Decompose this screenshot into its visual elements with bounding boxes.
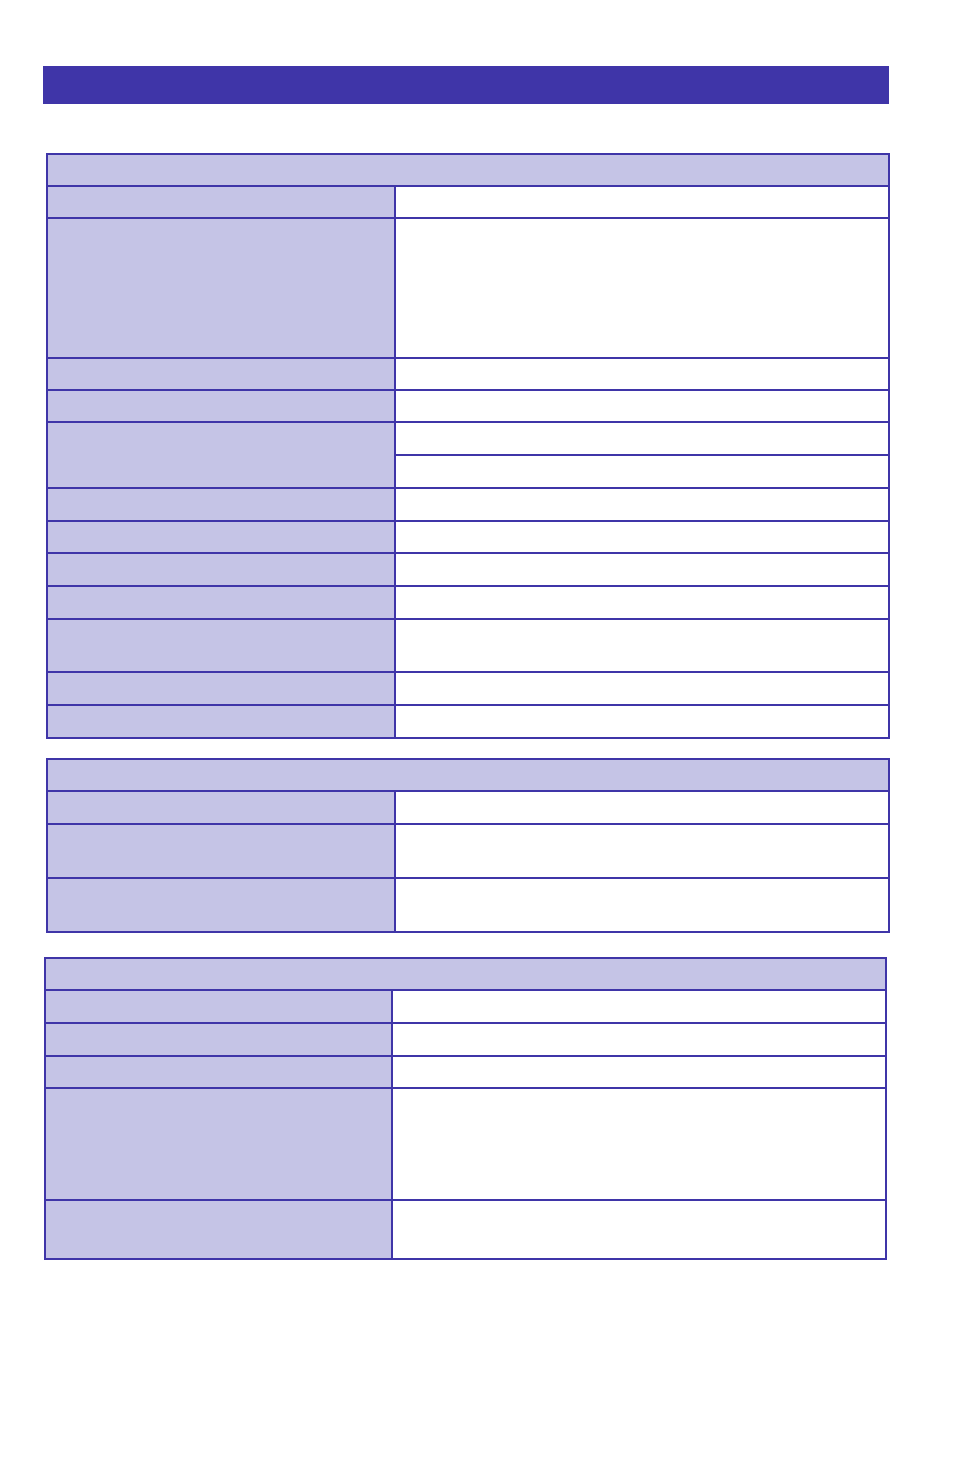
row-label <box>44 1055 393 1089</box>
row-label <box>46 877 396 933</box>
row-value <box>394 185 890 219</box>
row-label <box>46 357 396 391</box>
row-label <box>46 520 396 554</box>
row-value <box>394 704 890 739</box>
table-header <box>46 758 890 792</box>
row-label <box>46 671 396 706</box>
row-value <box>394 487 890 522</box>
row-label <box>44 1022 393 1057</box>
row-value <box>391 1199 887 1260</box>
title-banner <box>43 66 889 104</box>
row-value <box>394 671 890 706</box>
row-label <box>46 421 396 489</box>
row-label <box>46 552 396 587</box>
row-value <box>394 389 890 423</box>
row-label <box>46 790 396 825</box>
row-label <box>46 389 396 423</box>
row-label <box>44 1199 393 1260</box>
row-value <box>394 357 890 391</box>
row-label <box>46 217 396 359</box>
row-label <box>46 618 396 673</box>
row-label <box>46 704 396 739</box>
row-label <box>46 585 396 620</box>
row-value <box>394 217 890 359</box>
row-value <box>394 823 890 879</box>
row-label <box>44 1087 393 1201</box>
table-header <box>44 957 887 991</box>
row-label <box>46 823 396 879</box>
row-value <box>391 989 887 1024</box>
row-value <box>394 618 890 673</box>
row-label <box>44 989 393 1024</box>
row-label <box>46 487 396 522</box>
row-value <box>394 877 890 933</box>
row-label <box>46 185 396 219</box>
row-value <box>391 1087 887 1201</box>
row-value <box>394 552 890 587</box>
table-header <box>46 153 890 187</box>
row-value <box>394 421 890 456</box>
row-value <box>394 454 890 489</box>
row-value <box>394 790 890 825</box>
row-value <box>394 585 890 620</box>
row-value <box>394 520 890 554</box>
row-value <box>391 1022 887 1057</box>
row-value <box>391 1055 887 1089</box>
